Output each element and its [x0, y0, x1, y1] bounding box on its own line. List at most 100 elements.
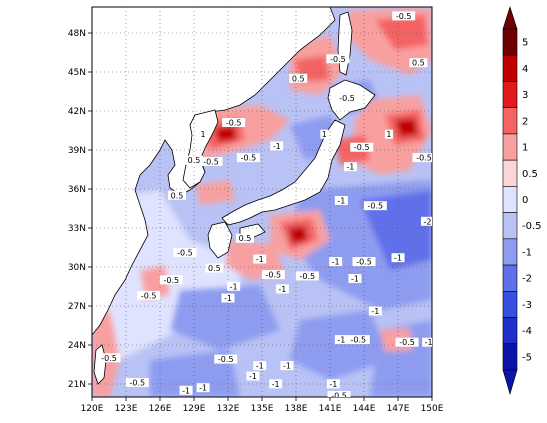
colorbar-label: 0	[522, 195, 528, 206]
y-tick-label: 42N	[68, 107, 86, 117]
contour-label: -1	[371, 307, 379, 316]
contour-label: -1	[332, 258, 340, 267]
colorbar-label: -3	[522, 300, 532, 311]
contour-label-bg	[168, 190, 186, 200]
y-tick-label: 36N	[68, 185, 86, 195]
contour-label-bg	[329, 257, 343, 267]
contour-label: -0.5	[330, 55, 346, 64]
contour-label-bg	[320, 129, 329, 139]
colorbar-swatch	[502, 107, 518, 135]
contour-label-bg	[335, 93, 359, 103]
contour-label: -0.5	[351, 336, 367, 345]
contour-label-bg	[261, 270, 285, 280]
y-tick-label: 24N	[68, 341, 86, 351]
colorbar-swatch	[502, 133, 518, 161]
contour-label-bg	[221, 293, 235, 303]
colorbar-swatch	[502, 81, 518, 108]
contour-label-bg	[412, 153, 432, 163]
contour-label-bg	[343, 162, 357, 172]
contour-label-bg	[350, 142, 374, 152]
contour-label-bg	[270, 141, 284, 151]
contour-label: 0.5	[412, 59, 425, 68]
contour-label: 0.5	[292, 74, 305, 83]
contour-label: -0.5	[226, 119, 242, 128]
contour-label-bg	[289, 73, 308, 83]
contour-label-bg	[420, 216, 432, 226]
contour-label: -1	[230, 282, 238, 291]
x-tick-label: 144E	[353, 404, 376, 414]
contour-label-bg	[326, 54, 350, 64]
x-tick-label: 129E	[183, 404, 206, 414]
honshu	[221, 119, 346, 226]
contour-label: -0.5	[241, 154, 257, 163]
contour-label: -0.5	[177, 249, 193, 258]
contour-label-bg	[280, 361, 294, 371]
contour-label-bg	[422, 337, 432, 347]
y-tick-label: 27N	[68, 302, 86, 312]
contour-label-bg	[179, 385, 193, 395]
contour-label: -1	[224, 294, 232, 303]
contour-label: -1	[256, 255, 264, 264]
x-tick-label: 147E	[387, 404, 410, 414]
contour-label-bg	[253, 254, 267, 264]
contour-label-bg	[214, 354, 238, 364]
contour-label-bg	[227, 281, 241, 291]
contour-label-bg	[395, 337, 419, 347]
contour-label-bg	[392, 11, 416, 21]
colorbar-swatch	[502, 238, 518, 266]
korean-peninsula	[182, 109, 219, 189]
colorbar-label: -4	[522, 326, 532, 337]
kyushu	[207, 221, 233, 259]
colorbar-label: 4	[522, 64, 528, 75]
colorbar-label: -2	[522, 274, 532, 285]
y-tick-label: 21N	[68, 380, 86, 390]
colorbar: 5 4 3 2 1 0.5 0 -0.5 -1 -2 -3 -4 -5	[502, 6, 542, 396]
contour-label-bg	[137, 290, 161, 300]
contour-label-bg	[236, 233, 254, 243]
x-tick-label: 126E	[149, 404, 172, 414]
colorbar-swatch	[502, 186, 518, 213]
contour-label: -1	[278, 285, 286, 294]
colorbar-label: -0.5	[522, 221, 542, 232]
contour-label-bg	[97, 353, 121, 363]
contour-label: -0.5	[266, 271, 282, 280]
contour-label: -0.5	[141, 291, 157, 300]
x-tick-label: 135E	[251, 404, 274, 414]
colorbar-label: 0.5	[522, 169, 538, 180]
colorbar-swatch	[502, 264, 518, 292]
colorbar-swatch	[502, 212, 518, 240]
contour-label: -1	[283, 362, 291, 371]
contour-label: -1	[273, 142, 281, 151]
colorbar-swatch	[502, 343, 518, 371]
contour-label-bg	[196, 383, 210, 393]
colorbar-swatch	[502, 317, 518, 345]
x-tick-label: 120E	[81, 404, 104, 414]
land-masses	[92, 7, 376, 385]
contour-label-bg	[253, 361, 267, 371]
colorbar-swatch	[502, 54, 518, 82]
contour-label-bg	[222, 118, 246, 127]
colorbar-label: 1	[522, 143, 528, 154]
contour-label-bg	[384, 129, 393, 139]
contour-label-bg	[269, 379, 283, 389]
contour-label: 1	[322, 130, 327, 139]
contour-label: -0.5	[218, 355, 234, 364]
contour-label-bg	[236, 153, 260, 163]
contour-label: -0.5	[396, 12, 412, 21]
contour-label: -0.5	[354, 143, 370, 152]
colorbar-label: 5	[522, 38, 528, 49]
colorbar-label: 3	[522, 90, 528, 101]
colorbar-extend-bottom	[502, 369, 518, 396]
contour-label: -0.5	[164, 276, 180, 285]
contour-label: -1	[182, 386, 190, 395]
y-tick-label: 45N	[68, 68, 86, 78]
contour-label-bg	[334, 335, 348, 345]
contour-label: -1	[272, 380, 280, 389]
contour-label: 1	[201, 130, 206, 139]
contour-label-bg	[368, 306, 382, 316]
contour-label: -1	[256, 362, 264, 371]
x-tick-label: 141E	[319, 404, 342, 414]
contour-label: -0.5	[416, 154, 432, 163]
colorbar-label: 2	[522, 116, 528, 127]
